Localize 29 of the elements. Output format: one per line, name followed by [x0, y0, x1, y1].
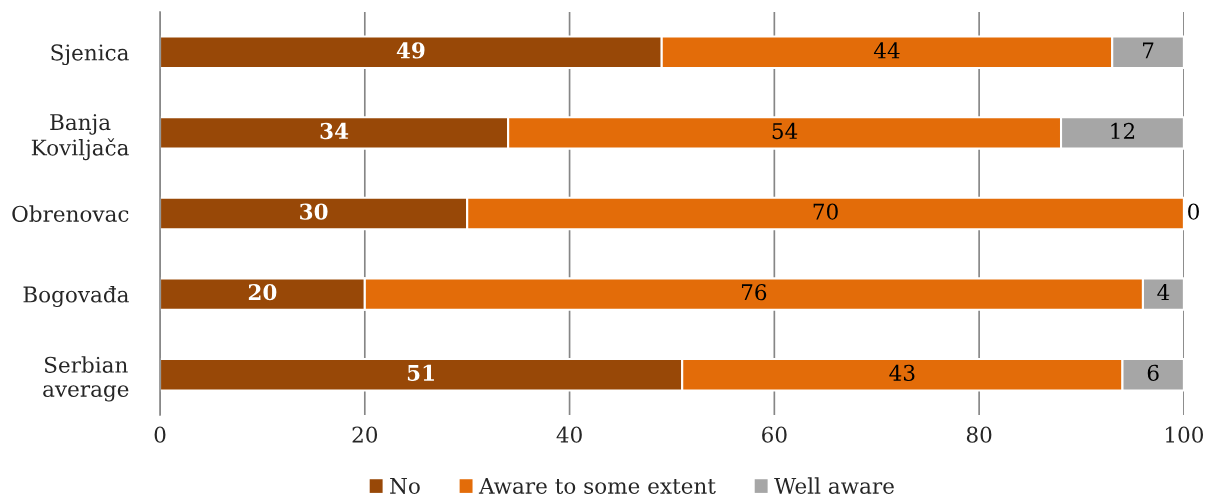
data-label: 44: [873, 42, 900, 59]
data-label: 70: [813, 203, 838, 220]
y-tick-label: Obrenovac: [12, 205, 129, 222]
data-label: 12: [1111, 122, 1135, 139]
data-label: 51: [407, 364, 434, 381]
data-label: 7: [1143, 42, 1154, 59]
legend-label: Aware to some extent: [478, 477, 716, 494]
x-tick-label: 20: [352, 426, 378, 443]
data-label: 6: [1147, 364, 1159, 381]
data-label: 30: [300, 203, 328, 220]
x-tick-label: 60: [762, 426, 787, 443]
data-label: 54: [772, 122, 798, 140]
x-tick-label: 40: [556, 426, 582, 443]
legend-label: Well aware: [774, 477, 894, 494]
data-label: 76: [741, 284, 767, 301]
data-label: 4: [1157, 284, 1170, 301]
data-label: 43: [889, 364, 915, 381]
data-label: 0: [1188, 203, 1199, 220]
x-tick-label: 100: [1165, 426, 1204, 443]
data-label: 49: [396, 42, 425, 59]
data-label: 34: [320, 122, 349, 140]
y-tick-label: Serbian average: [43, 356, 129, 402]
legend-label: No: [390, 477, 420, 494]
y-tick-label: Sjenica: [51, 44, 129, 66]
x-tick-label: 0: [154, 426, 166, 443]
y-tick-label: Banja Koviljača: [31, 114, 129, 161]
data-label: 20: [248, 284, 277, 301]
x-tick-label: 80: [966, 426, 992, 443]
y-tick-label: Bogovađa: [23, 285, 129, 308]
